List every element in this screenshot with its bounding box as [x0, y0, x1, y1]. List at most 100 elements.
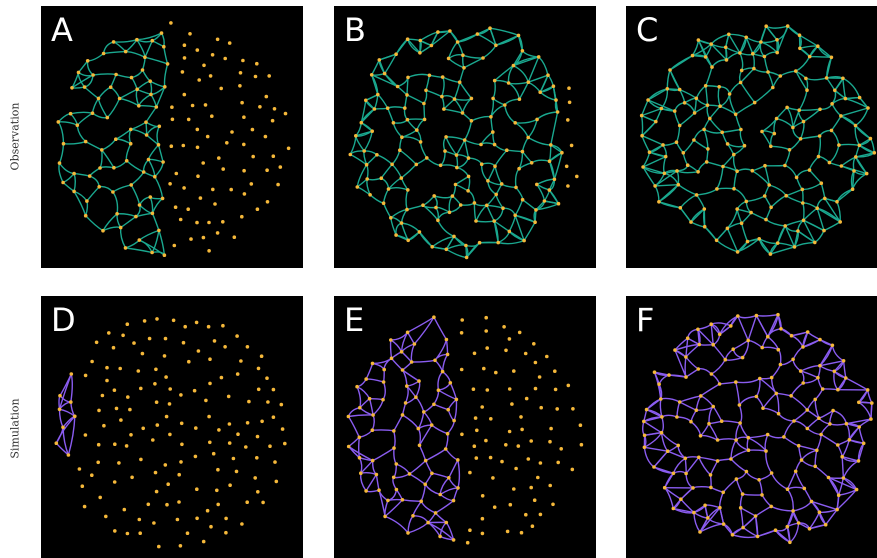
- network-node: [500, 459, 504, 464]
- network-node: [405, 207, 409, 212]
- network-node: [691, 486, 695, 490]
- network-node: [452, 97, 457, 101]
- network-node: [677, 123, 682, 128]
- network-node: [276, 182, 280, 187]
- network-edge: [776, 106, 788, 120]
- network-node: [522, 238, 526, 243]
- network-node: [836, 493, 841, 497]
- network-node: [684, 471, 688, 476]
- network-edge: [790, 395, 808, 411]
- network-node: [178, 217, 183, 222]
- network-node: [171, 318, 176, 323]
- network-node: [394, 462, 399, 466]
- network-node: [560, 150, 564, 155]
- network-node: [684, 355, 688, 359]
- network-edge: [143, 171, 156, 178]
- network-node: [791, 357, 795, 362]
- network-node: [841, 359, 846, 363]
- network-node: [800, 187, 805, 192]
- network-node: [256, 387, 261, 392]
- network-edge: [514, 122, 529, 138]
- network-node: [416, 426, 421, 431]
- network-node: [154, 367, 158, 372]
- network-edge: [427, 512, 437, 524]
- network-node: [117, 461, 121, 465]
- network-edge: [494, 65, 514, 82]
- network-edge: [130, 184, 141, 206]
- network-edge: [517, 35, 524, 51]
- network-node: [183, 324, 187, 329]
- network-edge: [802, 331, 809, 348]
- network-node: [813, 464, 817, 469]
- network-node: [447, 476, 451, 480]
- network-node: [775, 38, 779, 42]
- network-node: [456, 458, 460, 462]
- network-node: [556, 460, 560, 465]
- network-edge: [761, 494, 772, 507]
- network-edge: [732, 339, 749, 350]
- network-node: [794, 175, 799, 180]
- network-edge: [827, 477, 840, 496]
- network-node: [458, 203, 463, 207]
- network-edge: [802, 202, 818, 209]
- network-edge: [721, 420, 741, 424]
- network-edge: [851, 170, 855, 190]
- network-node: [706, 147, 710, 151]
- network-node: [123, 246, 128, 250]
- network-edge: [735, 377, 761, 384]
- network-node: [698, 530, 702, 534]
- network-node: [407, 472, 412, 476]
- network-node: [114, 72, 118, 77]
- network-edge: [401, 136, 422, 143]
- network-edge: [494, 149, 508, 167]
- network-edge: [393, 119, 408, 124]
- network-node: [355, 185, 360, 189]
- network-node: [443, 149, 447, 153]
- network-node: [711, 342, 715, 347]
- network-node: [552, 177, 557, 182]
- network-edge: [699, 517, 709, 533]
- network-edge: [785, 188, 803, 197]
- network-edge: [521, 151, 533, 164]
- network-node: [398, 148, 402, 152]
- network-node: [114, 406, 119, 411]
- network-edge: [728, 33, 741, 54]
- network-node: [534, 208, 538, 212]
- network-edge: [740, 223, 749, 242]
- network-node: [787, 148, 792, 152]
- network-node: [142, 319, 147, 323]
- network-edge: [694, 104, 708, 114]
- network-node: [169, 144, 174, 148]
- network-edge: [711, 373, 721, 385]
- network-edge: [368, 398, 374, 416]
- network-edge: [348, 445, 374, 462]
- network-edge: [382, 381, 386, 401]
- network-node: [477, 240, 482, 245]
- network-edge: [141, 69, 151, 82]
- network-node: [163, 85, 167, 89]
- network-node: [238, 71, 243, 75]
- network-node: [417, 443, 422, 448]
- network-edge: [754, 87, 774, 104]
- network-edge: [756, 314, 779, 317]
- network-node: [652, 370, 657, 374]
- network-edge: [684, 456, 699, 459]
- network-edge: [710, 323, 721, 335]
- network-edge: [149, 196, 163, 200]
- network-edge: [658, 184, 679, 203]
- network-edge: [539, 91, 557, 101]
- network-node: [514, 185, 518, 190]
- network-edge: [641, 135, 664, 146]
- network-edge: [700, 423, 710, 437]
- network-edge: [464, 139, 470, 159]
- network-node: [829, 128, 834, 133]
- network-edge: [501, 183, 517, 189]
- network-edge: [641, 107, 662, 117]
- network-edge: [460, 202, 475, 206]
- network-node: [358, 405, 362, 410]
- network-node: [56, 120, 61, 124]
- network-node: [785, 524, 790, 529]
- network-node: [729, 457, 733, 461]
- network-node: [689, 220, 693, 224]
- network-node: [471, 387, 476, 391]
